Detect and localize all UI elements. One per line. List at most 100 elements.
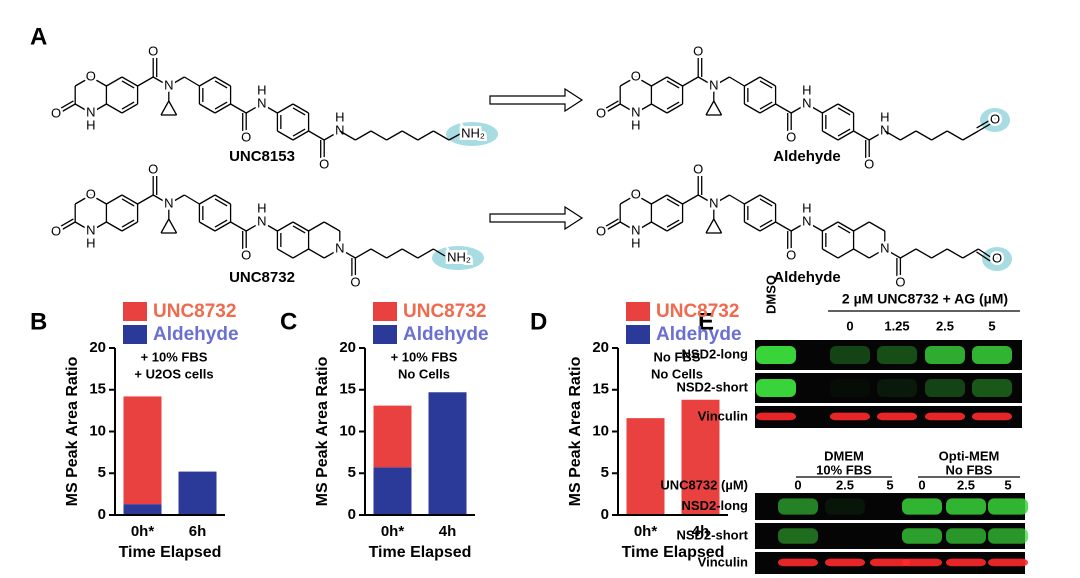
lane-label: 0: [846, 318, 853, 333]
group-label: DMEM: [824, 448, 864, 463]
bond: [57, 100, 74, 111]
blot-band: [946, 528, 986, 544]
bond: [417, 130, 434, 141]
bond: [121, 219, 135, 228]
blot-band: [972, 379, 1012, 397]
atom-label: N: [257, 213, 266, 228]
blot-band: [988, 558, 1028, 567]
bond: [759, 219, 773, 228]
bond: [184, 76, 200, 87]
blot-band: [870, 558, 910, 567]
x-tick-label: 4h: [439, 523, 457, 540]
bond: [355, 130, 372, 141]
lane-label: 1.25: [884, 318, 909, 333]
bond: [121, 194, 138, 205]
atom-label: H: [86, 117, 95, 132]
bond: [946, 130, 964, 141]
legend-label: UNC8732: [153, 301, 236, 322]
bar-segment: [123, 504, 162, 515]
y-tick-label: 15: [339, 381, 356, 398]
row-label: NSD2-long: [682, 498, 749, 513]
y-tick-label: 10: [592, 422, 609, 439]
bond: [790, 221, 808, 232]
bond: [59, 103, 76, 114]
atom-label: O: [51, 223, 61, 238]
bond: [308, 248, 325, 259]
bond: [666, 101, 680, 110]
panel-label: C: [280, 308, 297, 335]
bond: [697, 194, 715, 205]
lane-label: 5: [886, 477, 893, 492]
bond: [744, 194, 761, 205]
bond: [90, 221, 107, 232]
bond: [90, 194, 107, 205]
blot-band: [756, 379, 796, 397]
bond: [713, 76, 730, 87]
row-label: Vinculin: [698, 408, 748, 423]
bar-segment: [428, 392, 467, 515]
blot-band: [972, 346, 1012, 364]
bar-segment: [681, 399, 720, 515]
atom-label: N: [709, 77, 718, 92]
atom-label: O: [786, 129, 796, 144]
legend-swatch: [123, 325, 147, 344]
bond: [884, 130, 901, 141]
bond: [106, 194, 123, 205]
atom-label: O: [241, 247, 251, 262]
bond: [74, 194, 92, 205]
atom-label: O: [693, 161, 703, 176]
bond: [261, 103, 278, 114]
legend-label: UNC8732: [403, 301, 486, 322]
row-label: NSD2-long: [682, 346, 749, 361]
atom-label: O: [86, 68, 96, 83]
bond: [666, 198, 680, 207]
bond: [915, 248, 932, 259]
blot-band: [877, 412, 917, 421]
blot-band: [830, 346, 870, 364]
bond: [619, 221, 637, 232]
lane-label: DMSO: [763, 275, 778, 314]
bond: [602, 100, 619, 111]
bond: [822, 130, 839, 141]
bond: [775, 221, 792, 232]
legend-swatch: [373, 302, 397, 321]
bond: [199, 194, 216, 205]
bond: [230, 103, 247, 114]
bond: [90, 103, 107, 114]
blot-band: [830, 412, 870, 421]
bond: [682, 194, 699, 205]
bond: [386, 248, 403, 259]
blot-band: [925, 412, 965, 421]
lane-label: 5: [1004, 477, 1011, 492]
x-axis-label: Time Elapsed: [622, 544, 725, 561]
bond: [323, 248, 341, 259]
bond: [90, 76, 107, 87]
x-tick-label: 4h: [692, 523, 710, 540]
highlight: [982, 247, 1012, 271]
bond: [292, 107, 306, 116]
bond: [152, 76, 170, 87]
y-tick-label: 20: [339, 339, 356, 356]
bond: [931, 130, 948, 141]
atom-label: O: [148, 43, 158, 58]
blot-band: [877, 346, 917, 364]
bond: [744, 221, 761, 232]
bond: [744, 76, 761, 87]
y-tick-label: 0: [98, 506, 106, 523]
bond: [705, 100, 715, 116]
bond: [666, 103, 683, 114]
atom-label: O: [51, 105, 61, 120]
y-tick-label: 20: [89, 339, 106, 356]
bond: [137, 194, 154, 205]
annotation: No Cells: [651, 366, 703, 381]
atom-label: N: [257, 95, 266, 110]
row-label: Vinculin: [698, 554, 748, 569]
bond: [214, 103, 231, 114]
legend-label: Aldehyde: [153, 324, 239, 345]
annotation: + 10% FBS: [391, 349, 458, 364]
bond: [433, 130, 450, 141]
bar-segment: [373, 467, 412, 515]
bond: [697, 76, 715, 87]
group-label: 2 µM UNC8732 + AG (µM): [842, 291, 1008, 307]
